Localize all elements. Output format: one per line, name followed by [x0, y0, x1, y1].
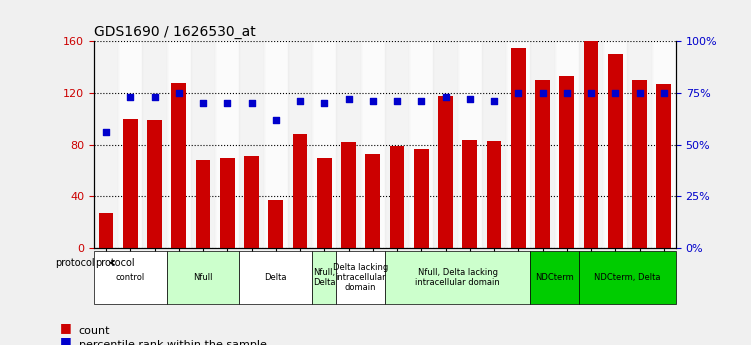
Point [100, 130, 112, 135]
FancyBboxPatch shape [579, 251, 676, 304]
Bar [143, 41, 167, 248]
Point [439, 95, 451, 100]
Bar [336, 41, 360, 248]
FancyBboxPatch shape [336, 251, 385, 304]
Bar [559, 76, 574, 248]
Text: protocol: protocol [95, 258, 134, 268]
Bar [94, 41, 118, 248]
Bar [385, 41, 409, 248]
Bar [652, 41, 676, 248]
Text: Nfull: Nfull [193, 273, 213, 282]
Point [318, 101, 330, 106]
Bar [312, 41, 336, 248]
Point [294, 99, 306, 104]
Bar [366, 154, 380, 248]
Point [536, 90, 548, 96]
Bar [656, 84, 671, 248]
Text: control: control [116, 273, 145, 282]
Bar [457, 41, 482, 248]
FancyBboxPatch shape [167, 251, 240, 304]
Bar [98, 213, 113, 248]
Bar [264, 41, 288, 248]
Point [561, 90, 573, 96]
Bar [215, 41, 240, 248]
Bar [293, 134, 307, 248]
Text: Nfull, Delta lacking
intracellular domain: Nfull, Delta lacking intracellular domai… [415, 268, 500, 287]
Point [634, 90, 646, 96]
Point [342, 97, 354, 102]
Bar [487, 141, 502, 248]
Point [124, 95, 136, 100]
Bar [579, 41, 603, 248]
Bar [482, 41, 506, 248]
Text: Nfull,
Delta: Nfull, Delta [313, 268, 336, 287]
Point [609, 90, 621, 96]
Bar [627, 41, 652, 248]
Point [391, 99, 403, 104]
Point [585, 90, 597, 96]
Point [512, 90, 524, 96]
FancyBboxPatch shape [530, 251, 579, 304]
Point [173, 90, 185, 96]
FancyBboxPatch shape [94, 251, 167, 304]
Bar [530, 41, 555, 248]
Bar [123, 119, 137, 248]
Bar [409, 41, 433, 248]
Text: Delta: Delta [264, 273, 287, 282]
Point [366, 99, 379, 104]
Bar [167, 41, 191, 248]
Bar [191, 41, 215, 248]
Point [464, 97, 476, 102]
Point [246, 101, 258, 106]
Point [270, 117, 282, 123]
Bar [506, 41, 530, 248]
Bar [244, 156, 259, 248]
Bar [584, 41, 599, 248]
Bar [196, 160, 210, 248]
Bar [147, 120, 161, 248]
Bar [118, 41, 143, 248]
Bar [341, 142, 356, 248]
Bar [511, 48, 526, 248]
Bar [603, 41, 627, 248]
FancyBboxPatch shape [240, 251, 312, 304]
Point [222, 101, 234, 106]
Bar [171, 83, 186, 248]
Bar [608, 54, 623, 248]
Bar [632, 80, 647, 248]
FancyBboxPatch shape [312, 251, 336, 304]
Text: ■: ■ [60, 321, 72, 334]
Bar [414, 149, 429, 248]
Text: GDS1690 / 1626530_at: GDS1690 / 1626530_at [94, 25, 255, 39]
Point [197, 101, 209, 106]
Bar [555, 41, 579, 248]
Text: NDCterm: NDCterm [535, 273, 574, 282]
Text: ■: ■ [60, 335, 72, 345]
FancyBboxPatch shape [385, 251, 530, 304]
Text: NDCterm, Delta: NDCterm, Delta [594, 273, 661, 282]
Bar [288, 41, 312, 248]
Bar [390, 146, 404, 248]
Text: count: count [79, 326, 110, 336]
Bar [439, 96, 453, 248]
Text: protocol: protocol [55, 258, 95, 268]
Point [149, 95, 161, 100]
Bar [240, 41, 264, 248]
Point [415, 99, 427, 104]
Bar [433, 41, 457, 248]
Bar [220, 158, 234, 248]
Point [488, 99, 500, 104]
Bar [269, 200, 283, 248]
Text: Delta lacking
intracellular
domain: Delta lacking intracellular domain [333, 263, 388, 293]
Bar [463, 139, 477, 248]
Bar [360, 41, 385, 248]
Text: percentile rank within the sample: percentile rank within the sample [79, 340, 267, 345]
Point [658, 90, 670, 96]
Bar [317, 158, 331, 248]
Bar [535, 80, 550, 248]
